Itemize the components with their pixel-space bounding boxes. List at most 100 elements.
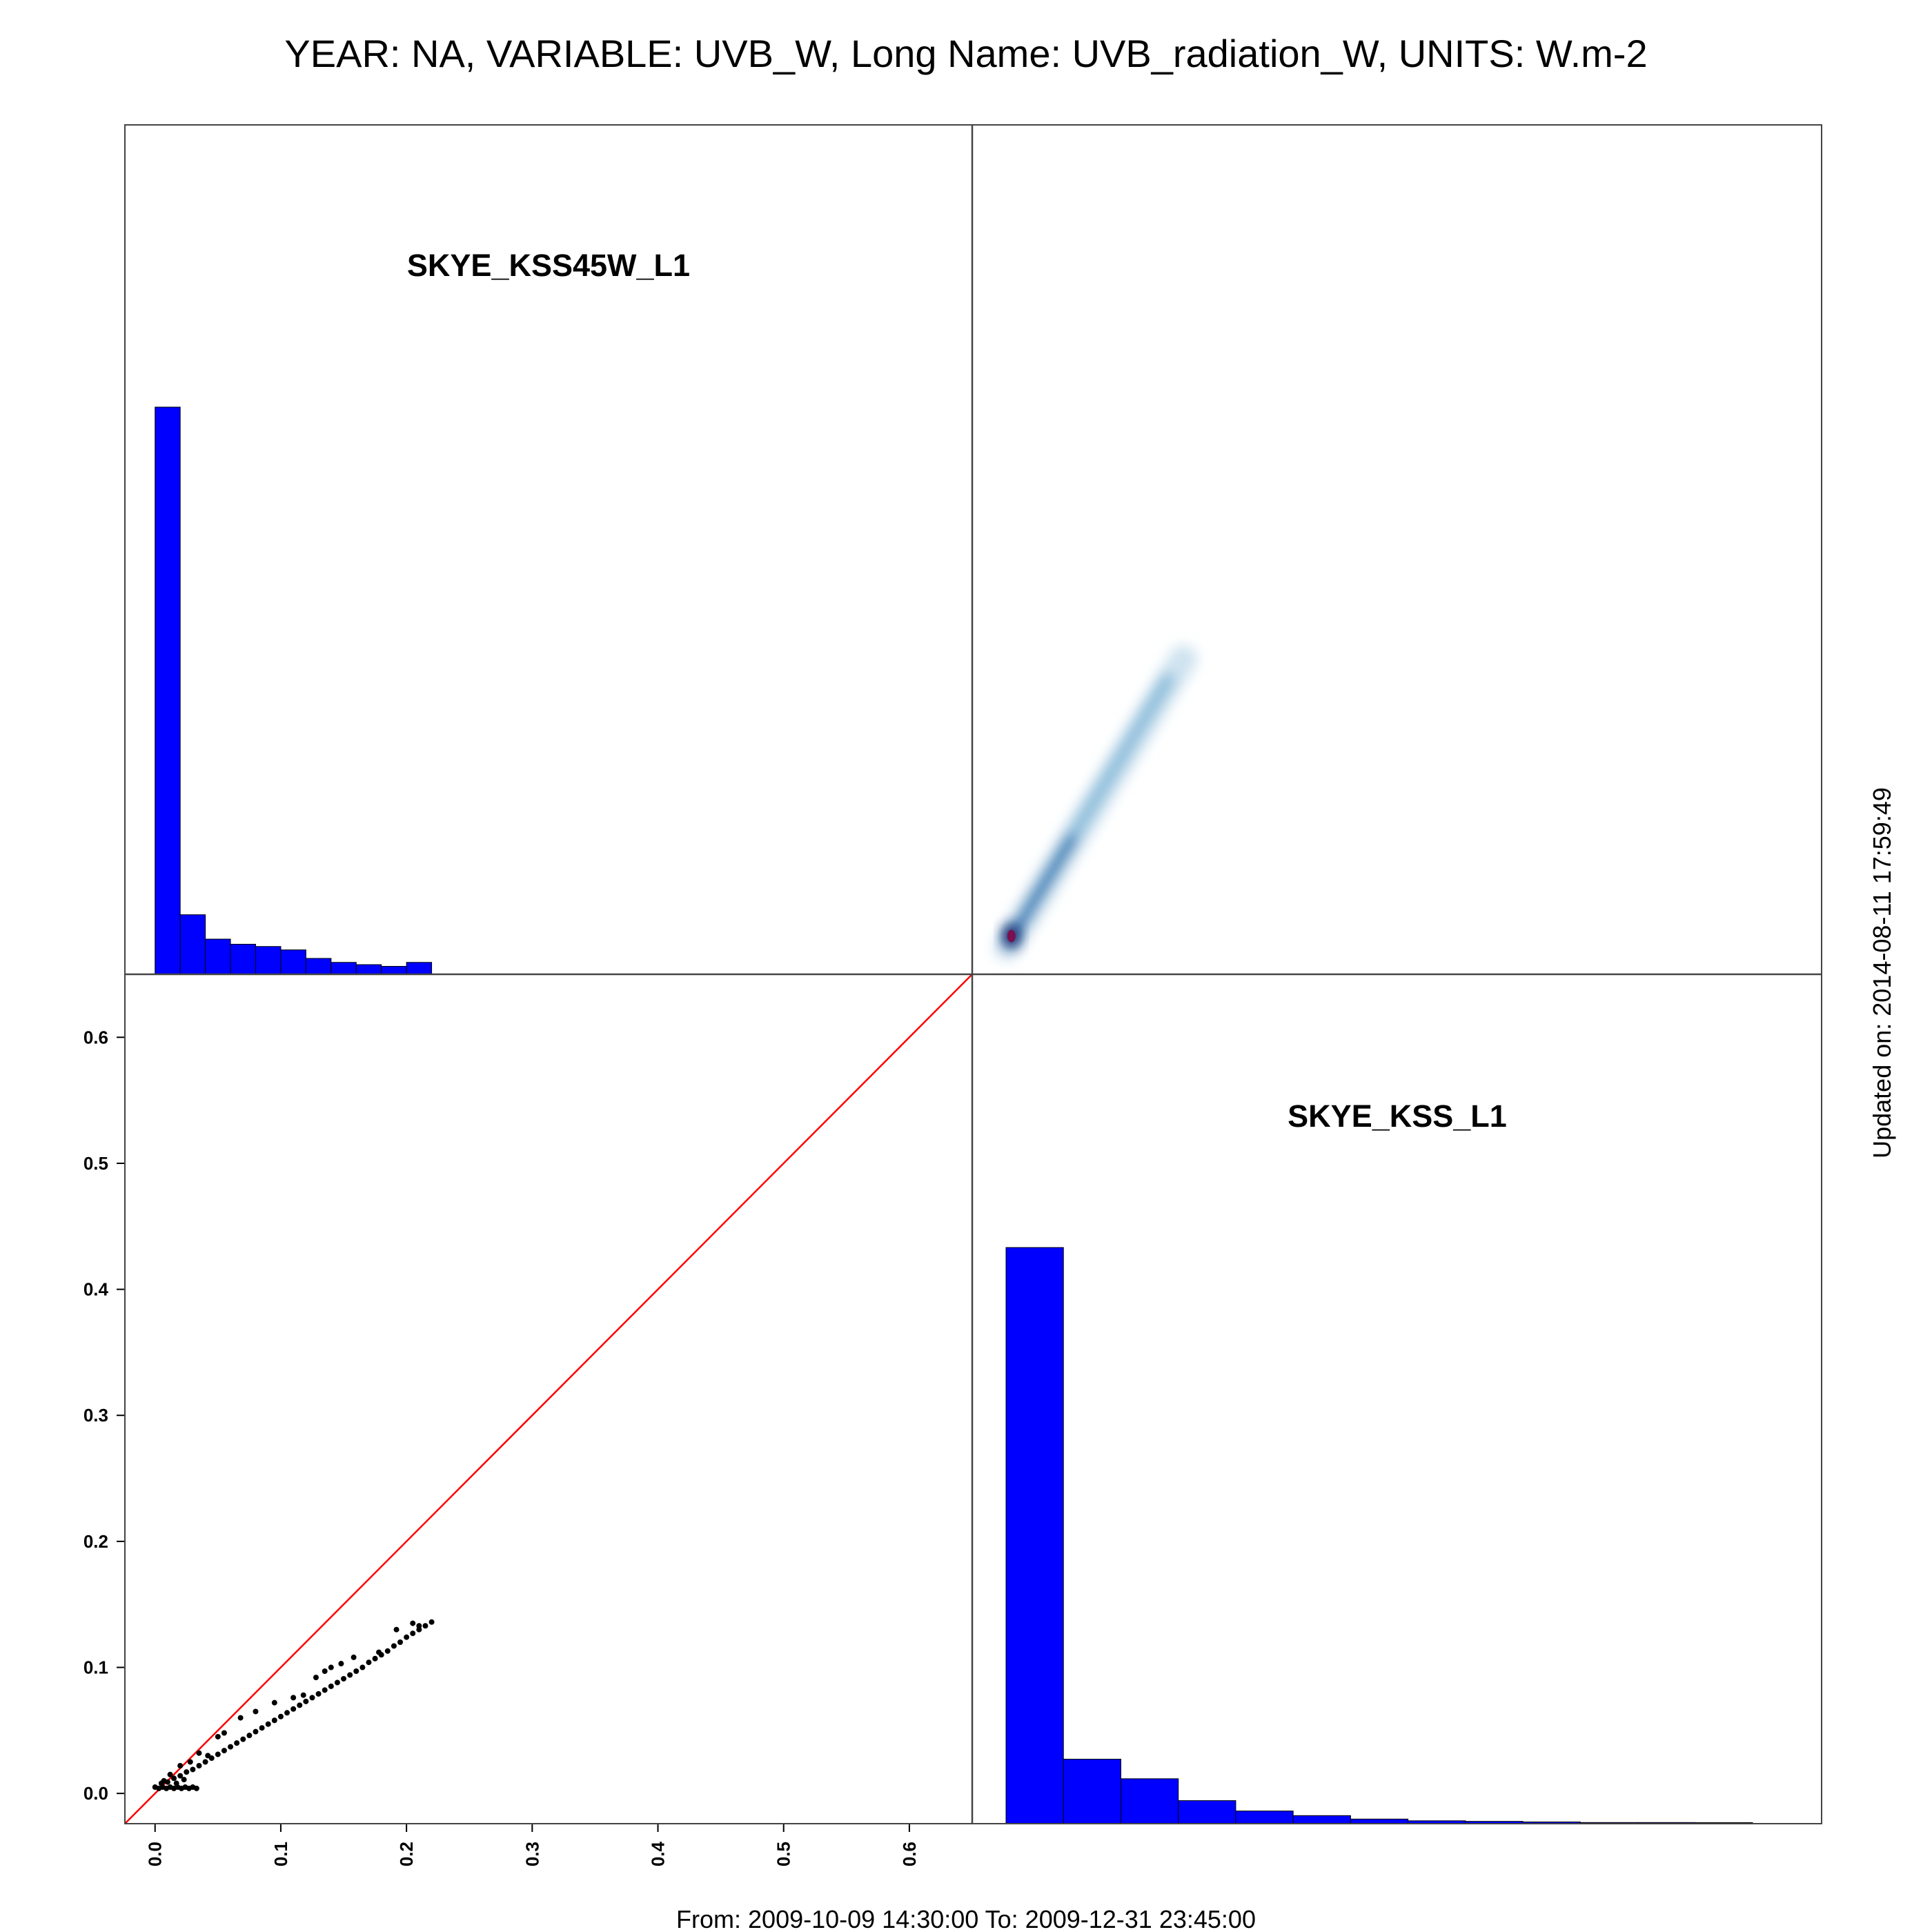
y-tick-label: 0.5 <box>83 1153 108 1174</box>
x-tick-label: 0.6 <box>899 1842 920 1866</box>
scatter-point <box>177 1773 184 1779</box>
scatter-point <box>284 1710 290 1716</box>
histogram-bar <box>230 943 256 975</box>
identity-line <box>125 974 972 1824</box>
x-tick-label: 0.3 <box>522 1842 542 1866</box>
y-tick-label: 0.4 <box>83 1279 109 1300</box>
scatter-point <box>253 1728 259 1735</box>
scatter-point <box>277 1713 284 1719</box>
scatter-point <box>428 1619 435 1625</box>
histogram-bar <box>1063 1758 1121 1824</box>
scatter-point <box>196 1762 202 1768</box>
scatter-point <box>397 1639 404 1645</box>
scatter-point <box>196 1750 202 1756</box>
scatter-point <box>416 1623 422 1629</box>
scatter-point <box>184 1769 190 1775</box>
scatter-point <box>309 1695 315 1701</box>
histogram-bar <box>205 938 231 975</box>
histogram-bar <box>255 946 282 975</box>
scatter-point <box>404 1634 410 1640</box>
figure-title: YEAR: NA, VARIABLE: UVB_W, Long Name: UV… <box>284 32 1647 75</box>
scatter-point <box>228 1744 234 1750</box>
scatter-point <box>328 1664 334 1670</box>
panel-title-skye-kss: SKYE_KSS_L1 <box>1288 1098 1507 1134</box>
histogram-bar <box>305 958 332 975</box>
scatter-point <box>237 1715 244 1721</box>
scatter-point <box>338 1661 344 1667</box>
scatter-point <box>315 1690 322 1697</box>
scatter-point <box>271 1717 277 1724</box>
scatter-point <box>190 1766 196 1773</box>
scatter-point <box>202 1759 208 1765</box>
x-tick-label: 0.5 <box>773 1842 794 1866</box>
scatter-point <box>171 1775 177 1782</box>
histogram-bar <box>381 965 407 975</box>
panel-title-skye-kss45w: SKYE_KSS45W_L1 <box>407 248 690 283</box>
scatter-point <box>322 1668 328 1675</box>
scatter-point <box>303 1698 309 1704</box>
scatter-point <box>173 1780 179 1786</box>
scatter-point <box>322 1687 328 1693</box>
scatter-point <box>253 1708 259 1715</box>
scatter-point <box>410 1620 416 1626</box>
scatter-point <box>347 1672 353 1678</box>
scatter-point <box>353 1668 359 1675</box>
scatter-point <box>234 1740 240 1746</box>
scatter-point <box>215 1733 221 1739</box>
x-tick-label: 0.4 <box>648 1841 669 1866</box>
scatter-point <box>221 1730 227 1736</box>
scatter-point <box>416 1626 422 1633</box>
x-tick-label: 0.0 <box>145 1842 166 1866</box>
y-tick-label: 0.1 <box>83 1657 108 1678</box>
scatter-point <box>366 1659 372 1666</box>
scatter-point <box>221 1748 227 1754</box>
scatter-point <box>161 1777 167 1784</box>
scatter-point <box>351 1654 357 1660</box>
scatter-point <box>215 1751 221 1757</box>
scatter-point <box>271 1699 277 1706</box>
histogram-panel-skye-kss45w <box>155 406 433 975</box>
scatter-point <box>372 1655 378 1662</box>
histogram-bar <box>1178 1800 1236 1824</box>
scatter-point <box>246 1733 253 1739</box>
scatter-point <box>313 1675 319 1681</box>
histogram-bar <box>1235 1811 1294 1824</box>
scatter-point <box>259 1725 265 1731</box>
scatter-point <box>391 1643 397 1649</box>
histogram-bar <box>1005 1247 1064 1824</box>
x-tick-label: 0.2 <box>396 1842 417 1866</box>
scatter-point <box>265 1721 271 1727</box>
y-tick-label: 0.6 <box>83 1027 108 1047</box>
scatter-point <box>300 1692 306 1698</box>
histogram-bar <box>280 949 306 975</box>
density-peak-center <box>1007 929 1016 943</box>
y-tick-label: 0.0 <box>83 1783 108 1804</box>
scatter-point <box>376 1649 382 1655</box>
scatter-point <box>193 1785 199 1791</box>
histogram-bar <box>331 962 357 975</box>
scatter-point <box>177 1762 184 1768</box>
scatter-point <box>181 1777 187 1783</box>
scatter-point <box>341 1675 347 1682</box>
y-tick-label: 0.2 <box>83 1531 108 1552</box>
scatter-point <box>290 1706 297 1712</box>
scatter-point <box>297 1702 303 1708</box>
scatter-panel: 0.0 0.1 0.2 0.3 0.4 0.5 0.6 0.0 0.1 0.2 0.3 0.4 0.5 0… <box>83 974 972 1866</box>
scatter-point <box>359 1664 366 1670</box>
scatter-point <box>422 1623 428 1629</box>
date-range-footer: From: 2009-10-09 14:30:00 To: 2009-12-31… <box>676 1905 1256 1932</box>
y-tick-label: 0.3 <box>83 1405 108 1426</box>
scatter-point <box>240 1736 246 1742</box>
scatter-point <box>187 1759 193 1765</box>
histogram-bar <box>179 914 206 975</box>
scatter-point <box>205 1753 211 1759</box>
histogram-bar <box>355 964 382 975</box>
scatter-point <box>393 1626 400 1633</box>
histogram-panel-skye-kss <box>1005 1247 1753 1824</box>
scatter-point <box>328 1683 334 1689</box>
density-panel <box>994 645 1197 960</box>
x-tick-label: 0.1 <box>270 1842 291 1866</box>
scatter-point <box>167 1771 173 1777</box>
histogram-bar <box>1292 1815 1351 1824</box>
